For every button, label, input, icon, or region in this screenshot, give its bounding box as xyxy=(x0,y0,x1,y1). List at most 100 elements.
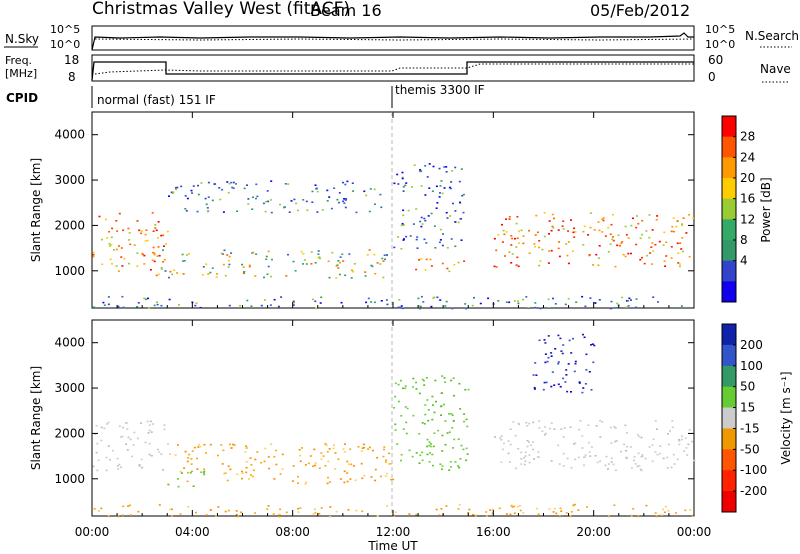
scatter-cell xyxy=(314,511,317,514)
scatter-cell xyxy=(557,247,560,250)
scatter-cell xyxy=(416,247,419,249)
freq-label-1: Freq. xyxy=(5,54,32,67)
scatter-cell xyxy=(405,235,408,238)
colorbar-swatch xyxy=(722,136,736,158)
scatter-cell xyxy=(267,200,270,203)
scatter-cell xyxy=(444,305,447,307)
scatter-cell xyxy=(595,425,598,427)
scatter-cell xyxy=(365,194,368,197)
scatter-cell xyxy=(681,237,684,239)
scatter-cell xyxy=(273,478,276,480)
scatter-cell xyxy=(362,443,365,446)
scatter-cell xyxy=(571,250,574,252)
scatter-cell xyxy=(533,386,536,389)
scatter-cell xyxy=(122,426,124,429)
scatter-cell xyxy=(138,464,141,466)
scatter-cell xyxy=(630,467,633,469)
scatter-cell xyxy=(241,470,243,473)
scatter-cell xyxy=(205,203,208,206)
scatter-cell xyxy=(651,263,654,265)
colorbar-frame xyxy=(721,323,737,513)
scatter-cell xyxy=(638,465,641,467)
scatter-cell xyxy=(156,303,159,306)
scatter-cell xyxy=(628,297,631,300)
scatter-cell xyxy=(169,508,172,511)
scatter-cell xyxy=(388,452,391,455)
scatter-cell xyxy=(591,343,594,345)
scatter-cell xyxy=(460,168,463,170)
scatter-cell xyxy=(565,369,568,371)
scatter-cell xyxy=(532,374,535,376)
nsky-line xyxy=(91,32,694,51)
scatter-cell xyxy=(612,236,614,238)
scatter-cell xyxy=(255,183,258,186)
scatter-cell xyxy=(327,460,330,463)
scatter-cell xyxy=(311,190,314,193)
scatter-cell xyxy=(625,457,628,459)
scatter-cell xyxy=(194,304,197,307)
scatter-cell xyxy=(394,423,397,426)
scatter-cell xyxy=(174,188,177,191)
scatter-cell xyxy=(660,514,663,516)
scatter-cell xyxy=(444,420,447,422)
scatter-cell xyxy=(460,444,463,447)
scatter-cell xyxy=(463,420,466,423)
scatter-cell xyxy=(227,465,230,468)
scatter-cell xyxy=(430,212,433,215)
scatter-cell xyxy=(199,445,202,448)
scatter-cell xyxy=(508,218,511,220)
scatter-cell xyxy=(317,250,320,252)
scatter-cell xyxy=(310,263,313,265)
scatter-cell xyxy=(236,210,239,212)
scatter-cell xyxy=(230,181,233,184)
scatter-cell xyxy=(265,200,267,203)
scatter-cell xyxy=(109,459,111,461)
scatter-cell xyxy=(105,218,107,221)
scatter-cell xyxy=(536,456,539,458)
power-colorbar-label: Power [dB] xyxy=(759,177,773,242)
scatter-cell xyxy=(459,408,462,410)
time-axis-title: Time UT xyxy=(367,539,418,553)
scatter-cell xyxy=(224,472,227,474)
scatter-cell xyxy=(186,197,189,200)
scatter-cell xyxy=(441,262,444,265)
scatter-cell xyxy=(415,381,418,384)
scatter-cell xyxy=(328,196,331,198)
scatter-cell xyxy=(634,463,637,465)
scatter-cell xyxy=(508,461,511,463)
scatter-cell xyxy=(550,249,553,252)
scatter-cell xyxy=(110,244,113,246)
scatter-cell xyxy=(598,229,601,232)
scatter-cell xyxy=(544,426,547,428)
cpid-label: CPID xyxy=(6,91,38,105)
scatter-cell xyxy=(688,214,691,216)
scatter-cell xyxy=(597,257,600,259)
power-colorbar: 28 24 20 16 12 8 4 xyxy=(721,115,755,303)
scatter-cell xyxy=(279,508,282,511)
scatter-cell xyxy=(299,454,301,457)
nave-line xyxy=(94,63,694,75)
scatter-cell xyxy=(299,460,302,463)
scatter-cell xyxy=(205,514,208,516)
scatter-cell xyxy=(560,510,563,512)
scatter-cell xyxy=(434,247,437,249)
scatter-cell xyxy=(107,445,110,447)
scatter-cell xyxy=(432,464,434,467)
scatter-cell xyxy=(120,466,122,468)
scatter-cell xyxy=(539,307,542,310)
scatter-cell xyxy=(513,512,516,514)
scatter-cell xyxy=(311,201,314,203)
scatter-cell xyxy=(342,260,345,262)
scatter-cell xyxy=(689,509,692,511)
scatter-cell xyxy=(163,428,166,431)
scatter-cell xyxy=(418,392,421,395)
scatter-cell xyxy=(641,454,644,456)
scatter-cell xyxy=(562,465,565,467)
scatter-cell xyxy=(515,467,518,470)
scatter-cell xyxy=(678,439,681,441)
scatter-cell xyxy=(201,274,204,276)
scatter-cell xyxy=(693,459,696,462)
scatter-cell xyxy=(346,460,349,463)
scatter-cell xyxy=(310,251,313,253)
scatter-cell xyxy=(281,468,284,470)
